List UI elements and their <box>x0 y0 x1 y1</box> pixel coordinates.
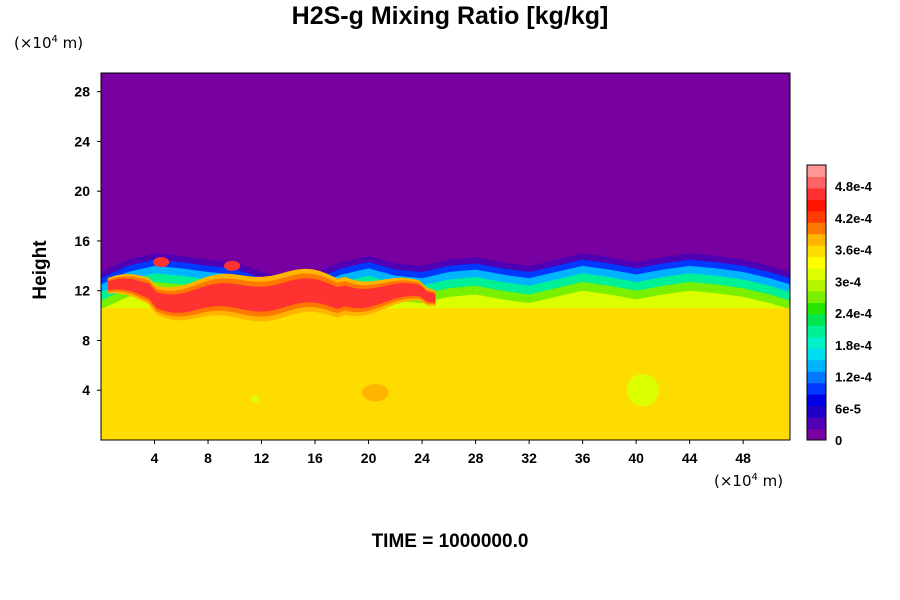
plot-border <box>100 72 791 441</box>
colorbar: 0 6e-5 1.2e-4 1.8e-4 2.4e-4 3e-4 3.6e-4 4.2e-4 4… <box>806 164 873 448</box>
colorbar-tick-label: 4.2e-4 <box>835 211 873 226</box>
colorbar-tick-label: 2.4e-4 <box>835 306 873 321</box>
time-label: TIME = 1000000.0 <box>371 531 529 552</box>
colorbar-segment <box>807 245 826 258</box>
x-tick-label: 12 <box>254 450 270 466</box>
colorbar-segment <box>807 268 826 281</box>
heatmap-field <box>101 73 790 440</box>
colorbar-segment <box>807 199 826 212</box>
y-tick-label: 8 <box>82 332 90 348</box>
colorbar-tick-label: 3e-4 <box>835 274 862 289</box>
colorbar-tick-label: 0 <box>835 433 842 448</box>
heatmap-lower-region <box>101 308 790 440</box>
colorbar-segment <box>807 417 826 430</box>
colorbar-segment <box>807 279 826 292</box>
x-tick-label: 4 <box>151 450 159 466</box>
heatmap-feature-2 <box>361 384 389 402</box>
colorbar-segment <box>807 405 826 418</box>
heatmap-feature-3 <box>626 374 659 407</box>
x-tick-label: 20 <box>361 450 377 466</box>
plot-frame <box>100 72 791 441</box>
colorbar-segment <box>807 233 826 246</box>
y-tick-label: 16 <box>74 233 90 249</box>
heatmap-feature-0 <box>153 257 170 268</box>
colorbar-segment <box>807 176 826 189</box>
colorbar-tick-label: 6e-5 <box>835 401 861 416</box>
x-tick-label: 24 <box>414 450 430 466</box>
colorbar-segment <box>807 222 826 235</box>
heatmap-high-band-2 <box>107 278 436 313</box>
colorbar-segment <box>807 428 826 441</box>
y-axis-unit: (×104 m) <box>14 34 84 52</box>
x-tick-label: 16 <box>307 450 323 466</box>
heatmap-feature-4 <box>250 395 259 403</box>
x-tick-label: 40 <box>628 450 644 466</box>
x-tick-label: 48 <box>735 450 751 466</box>
colorbar-segment <box>807 359 826 372</box>
colorbar-tick-label: 4.8e-4 <box>835 179 873 194</box>
colorbar-segment <box>807 165 826 177</box>
colorbar-segment <box>807 336 826 349</box>
colorbar-tick-label: 3.6e-4 <box>835 243 873 258</box>
colorbar-segment <box>807 394 826 407</box>
heatmap-feature-1 <box>224 260 241 271</box>
colorbar-segment <box>807 291 826 303</box>
y-tick-label: 24 <box>74 133 90 149</box>
colorbar-segment <box>807 348 826 361</box>
x-tick-label: 32 <box>521 450 537 466</box>
y-tick-label: 20 <box>74 183 90 199</box>
chart-title: H2S-g Mixing Ratio [kg/kg] <box>291 2 609 30</box>
x-tick-label: 28 <box>468 450 484 466</box>
colorbar-segment <box>807 187 826 200</box>
y-tick-label: 28 <box>74 84 90 100</box>
x-tick-label: 8 <box>204 450 212 466</box>
x-tick-label: 36 <box>575 450 591 466</box>
colorbar-segment <box>807 302 826 315</box>
x-axis-ticks: 4 8 12 16 20 24 28 32 36 40 44 48 <box>151 440 751 466</box>
colorbar-segment <box>807 256 826 269</box>
y-tick-label: 12 <box>74 283 90 299</box>
colorbar-segment <box>807 382 826 395</box>
colorbar-border <box>806 164 827 441</box>
x-tick-label: 44 <box>682 450 698 466</box>
x-axis-unit: (×104 m) <box>714 472 784 490</box>
colorbar-segment <box>807 313 826 326</box>
colorbar-segment <box>807 371 826 384</box>
colorbar-tick-label: 1.2e-4 <box>835 370 873 385</box>
colorbar-segment <box>807 210 826 223</box>
y-tick-label: 4 <box>82 382 90 398</box>
colorbar-segment <box>807 325 826 338</box>
colorbar-tick-label: 1.8e-4 <box>835 338 873 353</box>
y-axis-ticks: 4 8 12 16 20 24 28 <box>74 84 101 398</box>
